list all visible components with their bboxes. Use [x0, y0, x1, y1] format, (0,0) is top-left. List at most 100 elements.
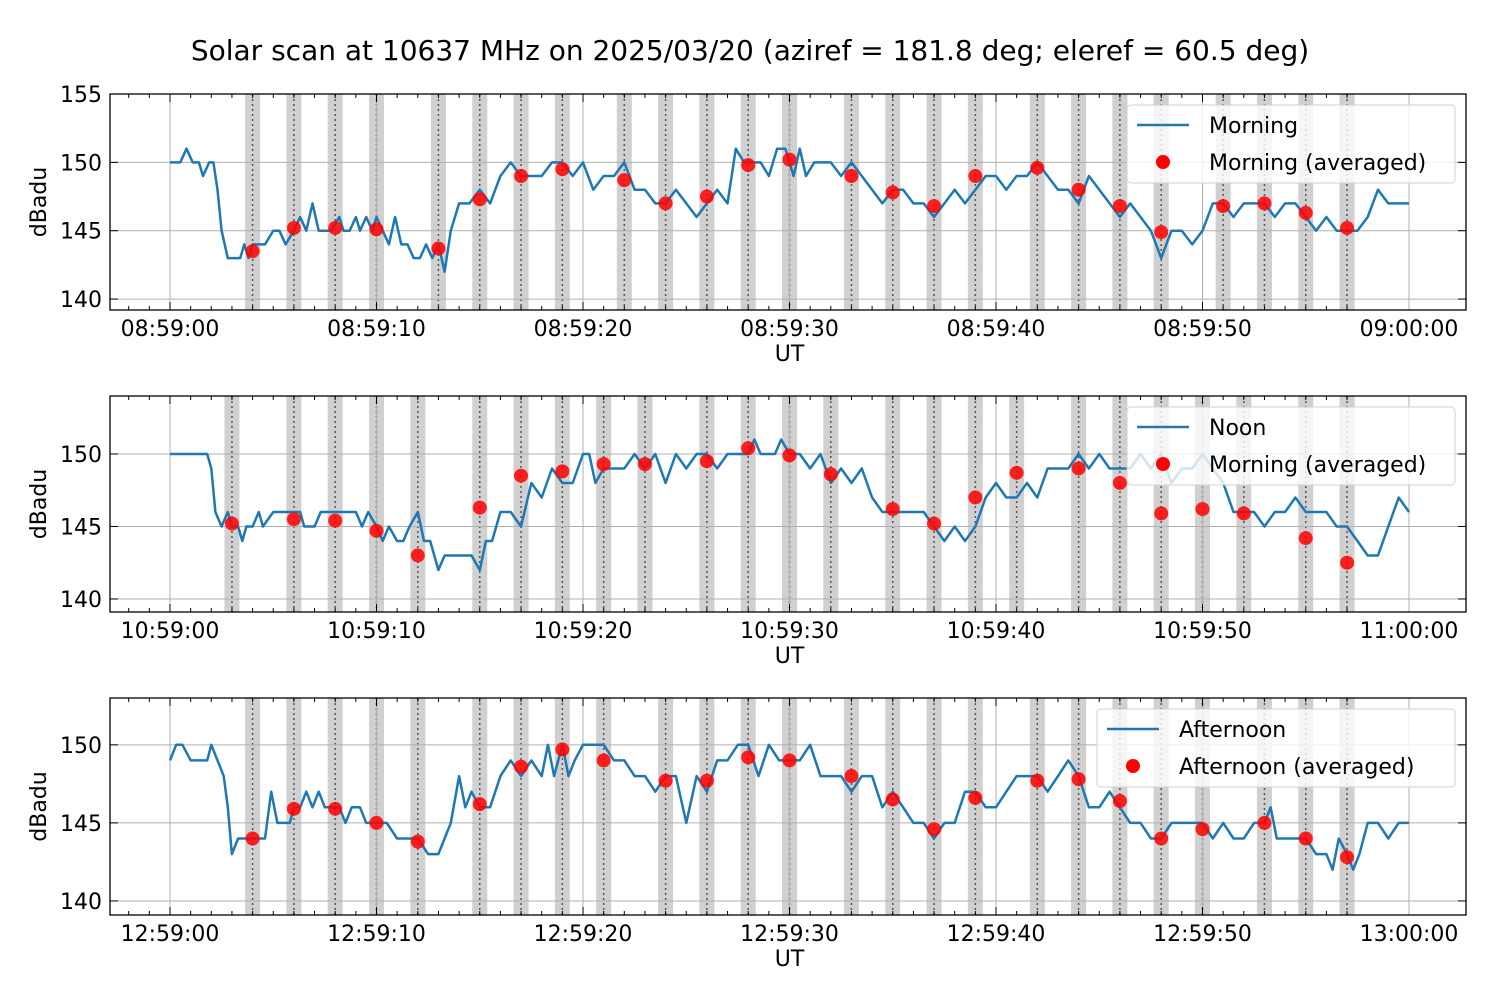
band [699, 698, 715, 915]
legend-label-scatter: Morning (averaged) [1209, 453, 1426, 478]
averaged-point [369, 222, 384, 237]
x-tick-label: 10:59:30 [740, 619, 839, 644]
averaged-point [555, 464, 570, 479]
averaged-point [369, 523, 384, 538]
legend-box [1096, 708, 1456, 788]
averaged-point [514, 169, 529, 184]
band [926, 396, 942, 612]
band [513, 396, 529, 612]
averaged-point [472, 500, 487, 515]
averaged-point [328, 801, 343, 816]
series-line [168, 743, 1409, 871]
averaged-point [1257, 196, 1272, 211]
legend-marker-swatch [1126, 759, 1140, 773]
averaged-point [885, 185, 900, 200]
band [554, 94, 570, 310]
y-tick-label: 140 [60, 890, 102, 915]
x-tick-label: 12:59:50 [1153, 922, 1252, 947]
averaged-point [1195, 502, 1210, 517]
band [967, 94, 983, 310]
averaged-point [1154, 831, 1169, 846]
y-tick-label: 150 [60, 443, 102, 468]
averaged-point [1071, 182, 1086, 197]
band [1029, 94, 1045, 310]
band [513, 698, 529, 915]
x-tick-label: 10:59:40 [947, 619, 1046, 644]
averaged-point [782, 152, 797, 167]
averaged-point [555, 162, 570, 177]
band [410, 396, 426, 612]
averaged-point [617, 173, 632, 188]
averaged-point [224, 516, 239, 531]
band [596, 396, 612, 612]
band [926, 698, 942, 915]
band [740, 396, 756, 612]
averaged-point [885, 792, 900, 807]
legend-label-scatter: Morning (averaged) [1209, 151, 1426, 176]
averaged-point [514, 468, 529, 483]
averaged-point [741, 158, 756, 173]
band [430, 94, 446, 310]
averaged-point [1298, 831, 1313, 846]
averaged-point [1340, 555, 1355, 570]
averaged-point [699, 454, 714, 469]
figure-title: Solar scan at 10637 MHz on 2025/03/20 (a… [190, 34, 1310, 67]
band [823, 396, 839, 612]
averaged-point [1009, 465, 1024, 480]
averaged-point [555, 742, 570, 757]
x-tick-label: 11:00:00 [1360, 619, 1459, 644]
panel-afternoon: 12:59:00 12:59:10 12:59:20 12:59:30 12:59:40… [27, 697, 1467, 972]
averaged-point [245, 244, 260, 259]
x-tick-label: 09:00:00 [1360, 317, 1459, 342]
band [1071, 396, 1087, 612]
averaged-point [1236, 506, 1251, 521]
legend-label-line: Noon [1209, 416, 1266, 441]
x-tick-label: 13:00:00 [1360, 922, 1459, 947]
band [224, 396, 240, 612]
averaged-point [1112, 794, 1127, 809]
x-tick-label: 12:59:10 [327, 922, 426, 947]
averaged-point [1112, 199, 1127, 214]
x-tick-label: 08:59:30 [740, 317, 839, 342]
band [554, 698, 570, 915]
y-axis-label: dBadu [27, 771, 52, 841]
averaged-point [658, 773, 673, 788]
band [740, 94, 756, 310]
y-tick-label: 145 [60, 812, 102, 837]
x-axis-label: UT [775, 644, 805, 669]
legend-label-line: Morning [1209, 114, 1298, 139]
averaged-point [844, 169, 859, 184]
band [286, 396, 302, 612]
averaged-point [1340, 220, 1355, 235]
averaged-point [1154, 506, 1169, 521]
band [1029, 698, 1045, 915]
x-axis-label: UT [775, 947, 805, 972]
y-axis-label: dBadu [27, 167, 52, 237]
x-tick-label: 12:59:40 [947, 922, 1046, 947]
averaged-point [1216, 199, 1231, 214]
band [327, 94, 343, 310]
legend: Morning Morning (averaged) [1126, 104, 1456, 184]
y-tick-label: 150 [60, 151, 102, 176]
legend-marker-swatch [1156, 155, 1170, 169]
averaged-point [369, 815, 384, 830]
band [245, 698, 261, 915]
averaged-point [885, 502, 900, 517]
averaged-point [1030, 773, 1045, 788]
averaged-point [286, 801, 301, 816]
panel-noon: 10:59:00 10:59:10 10:59:20 10:59:30 10:59:40… [27, 395, 1467, 669]
x-tick-label: 10:59:10 [327, 619, 426, 644]
averaged-point [410, 834, 425, 849]
averaged-point [1030, 160, 1045, 175]
y-axis-label: dBadu [27, 469, 52, 539]
averaged-point [1071, 772, 1086, 787]
x-tick-label: 08:59:20 [534, 317, 633, 342]
axes-frame [109, 395, 1467, 613]
legend-box [1126, 406, 1456, 486]
averaged-point [782, 753, 797, 768]
averaged-point [1298, 205, 1313, 220]
averaged-point [472, 192, 487, 207]
x-axis-label: UT [775, 342, 805, 367]
x-tick-label: 10:59:00 [121, 619, 220, 644]
